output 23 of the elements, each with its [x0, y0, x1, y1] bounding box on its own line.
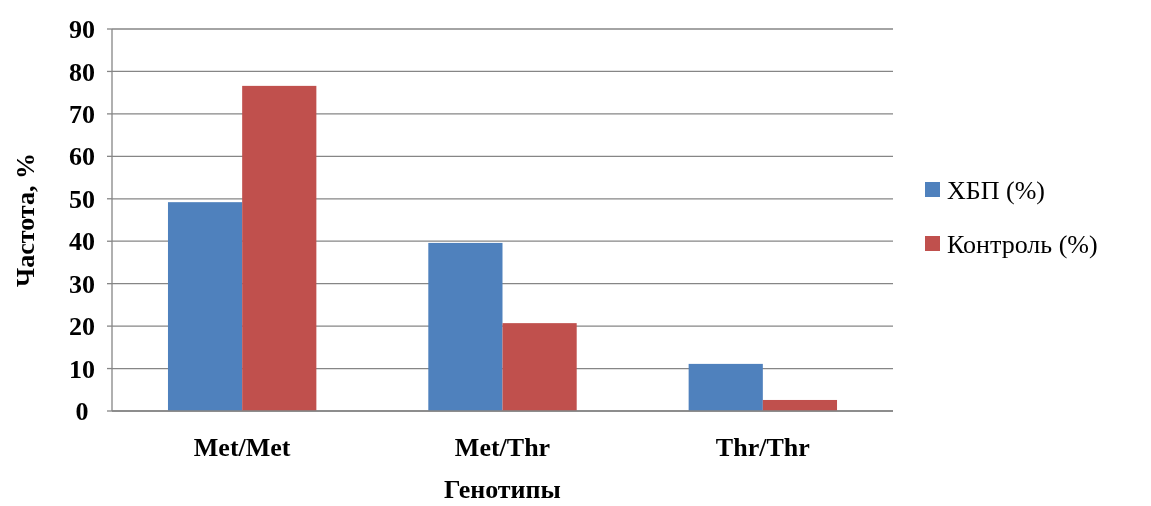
y-tick-label: 10: [69, 354, 95, 384]
x-tick-label: Thr/Thr: [715, 433, 810, 462]
y-tick-label: 60: [69, 142, 95, 172]
bar: [688, 363, 763, 411]
x-axis-title: Генотипы: [444, 475, 561, 504]
y-tick-label: 70: [69, 99, 95, 129]
y-tick-label: 80: [69, 57, 95, 87]
y-tick-label: 20: [69, 312, 95, 342]
legend-label: Контроль (%): [947, 230, 1098, 260]
bar: [428, 242, 503, 411]
bar: [502, 323, 577, 411]
bar: [762, 399, 838, 411]
y-tick-label: 50: [69, 184, 95, 214]
y-tick-label: 90: [69, 15, 95, 45]
y-tick-label: 40: [69, 227, 95, 257]
y-tick-label: 30: [69, 269, 95, 299]
y-axis-title: Частота, %: [11, 153, 40, 287]
legend-label: ХБП (%): [947, 176, 1045, 206]
y-tick-label: 0: [75, 397, 89, 427]
bar: [242, 85, 317, 411]
bar: [167, 202, 243, 411]
x-tick-label: Met/Met: [193, 433, 291, 462]
x-tick-label: Met/Thr: [454, 433, 551, 462]
